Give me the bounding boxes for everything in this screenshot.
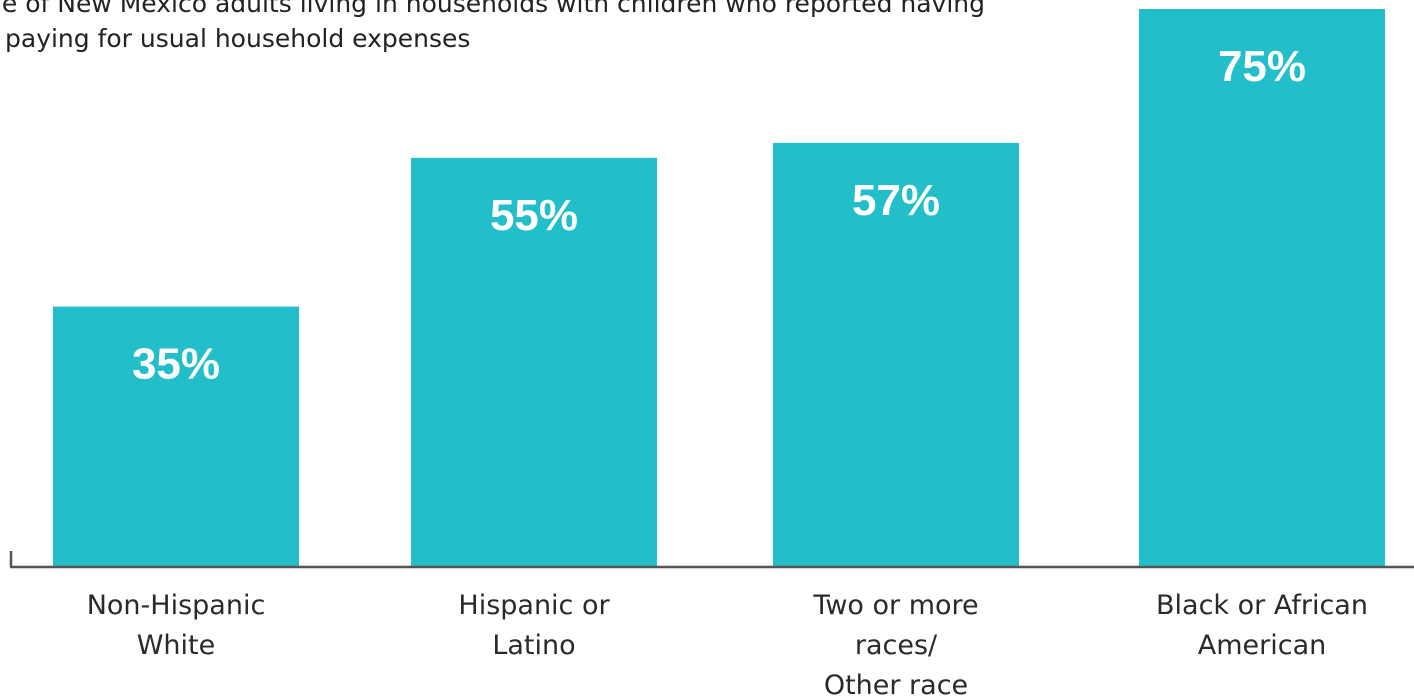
- bars-group: 35% 55% 57% 75%: [53, 9, 1385, 568]
- category-label-non-hispanic-white-line-2: White: [137, 630, 216, 661]
- bar-non-hispanic-white: [53, 306, 299, 567]
- bar-black-or-african-american: [1139, 9, 1385, 567]
- category-label-black-or-african-american-line-1: Black or African: [1156, 590, 1368, 621]
- bar-value-label-non-hispanic-white: 35%: [132, 340, 220, 389]
- bar-value-label-black-or-african-american: 75%: [1218, 42, 1306, 91]
- category-label-two-or-more-races-other-race-line-3: Other race: [824, 670, 968, 697]
- category-label-non-hispanic-white-line-1: Non-Hispanic: [87, 590, 266, 621]
- bar-value-label-two-or-more-races-other-race: 57%: [852, 176, 940, 225]
- category-labels-group: Non-Hispanic White Hispanic or Latino Two or…: [87, 590, 1368, 697]
- category-label-two-or-more-races-other-race-line-2: races/: [855, 630, 938, 661]
- bar-hispanic-or-latino: [411, 157, 657, 568]
- chart-title-line-2: paying for usual household expenses: [5, 24, 471, 53]
- bar-value-label-hispanic-or-latino: 55%: [490, 191, 578, 240]
- chart-title: ge of New Mexico adults living in househ…: [0, 0, 1100, 56]
- category-label-hispanic-or-latino-line-1: Hispanic or: [458, 590, 610, 621]
- category-label-black-or-african-american-line-2: American: [1198, 630, 1327, 661]
- category-label-two-or-more-races-other-race-line-1: Two or more: [812, 590, 978, 621]
- category-label-hispanic-or-latino-line-2: Latino: [492, 630, 575, 661]
- bar-two-or-more-races-other-race: [773, 142, 1019, 568]
- chart-title-line-1: ge of New Mexico adults living in househ…: [0, 0, 985, 18]
